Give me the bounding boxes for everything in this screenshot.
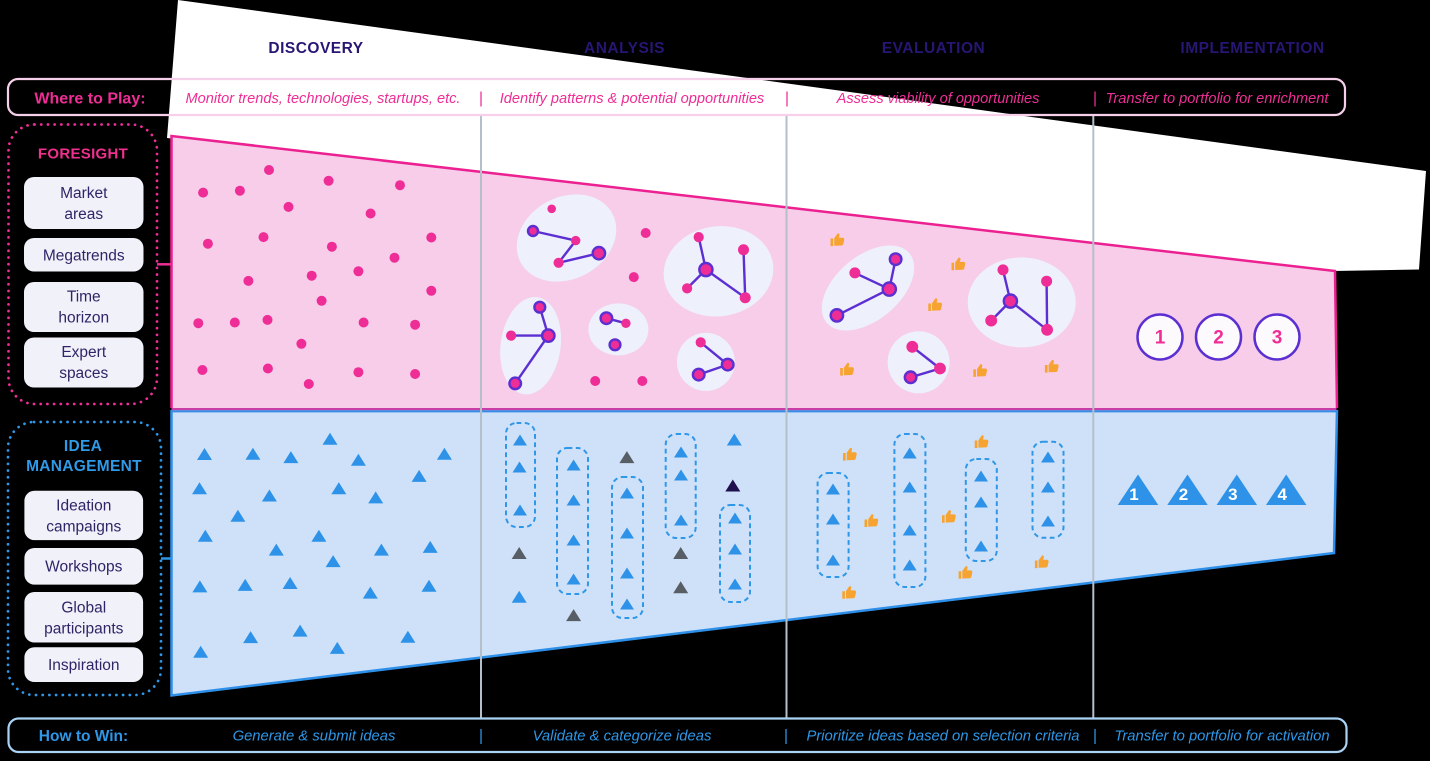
- svg-text:Time: Time: [67, 289, 101, 306]
- svg-text:EVALUATION: EVALUATION: [882, 40, 985, 57]
- svg-text:FORESIGHT: FORESIGHT: [38, 146, 128, 163]
- svg-text:IMPLEMENTATION: IMPLEMENTATION: [1180, 40, 1324, 57]
- svg-text:2: 2: [1179, 485, 1188, 504]
- svg-text:|: |: [479, 90, 483, 107]
- svg-text:Monitor trends, technologies,: Monitor trends, technologies, startups, …: [186, 91, 461, 107]
- svg-text:|: |: [479, 728, 483, 745]
- svg-text:|: |: [784, 728, 788, 745]
- svg-text:campaigns: campaigns: [46, 519, 121, 536]
- svg-text:Megatrends: Megatrends: [43, 248, 125, 265]
- svg-text:|: |: [785, 90, 789, 107]
- svg-text:1: 1: [1129, 485, 1138, 504]
- svg-text:participants: participants: [44, 621, 124, 638]
- svg-text:Where to Play:: Where to Play:: [34, 91, 145, 108]
- svg-text:ANALYSIS: ANALYSIS: [584, 40, 665, 57]
- svg-text:DISCOVERY: DISCOVERY: [268, 40, 363, 57]
- svg-text:Global: Global: [61, 600, 106, 617]
- svg-text:MANAGEMENT: MANAGEMENT: [26, 458, 142, 475]
- svg-text:areas: areas: [64, 206, 103, 223]
- svg-text:horizon: horizon: [58, 310, 109, 327]
- svg-text:Expert: Expert: [61, 344, 106, 361]
- svg-text:1: 1: [1155, 328, 1166, 349]
- svg-text:Generate & submit ideas: Generate & submit ideas: [233, 729, 396, 745]
- svg-text:Assess viability of opportunit: Assess viability of opportunities: [836, 91, 1040, 107]
- svg-text:How to Win:: How to Win:: [39, 728, 128, 745]
- svg-text:|: |: [1093, 90, 1097, 107]
- svg-text:Prioritize ideas based on sele: Prioritize ideas based on selection crit…: [806, 729, 1079, 745]
- svg-text:3: 3: [1228, 485, 1237, 504]
- svg-text:Transfer to portfolio for acti: Transfer to portfolio for activation: [1114, 729, 1329, 745]
- svg-text:Identify patterns & potential: Identify patterns & potential opportunit…: [500, 91, 764, 107]
- svg-text:IDEA: IDEA: [64, 438, 102, 455]
- svg-text:Workshops: Workshops: [45, 559, 122, 576]
- svg-text:2: 2: [1213, 328, 1224, 349]
- svg-text:3: 3: [1272, 328, 1283, 349]
- svg-text:Transfer to portfolio for enri: Transfer to portfolio for enrichment: [1106, 91, 1330, 107]
- svg-text:Inspiration: Inspiration: [48, 657, 120, 674]
- svg-text:Validate & categorize ideas: Validate & categorize ideas: [533, 729, 712, 745]
- svg-text:Market: Market: [60, 185, 108, 202]
- svg-text:4: 4: [1277, 485, 1287, 504]
- svg-text:|: |: [1093, 728, 1097, 745]
- svg-text:Ideation: Ideation: [56, 498, 111, 515]
- svg-text:spaces: spaces: [59, 365, 108, 382]
